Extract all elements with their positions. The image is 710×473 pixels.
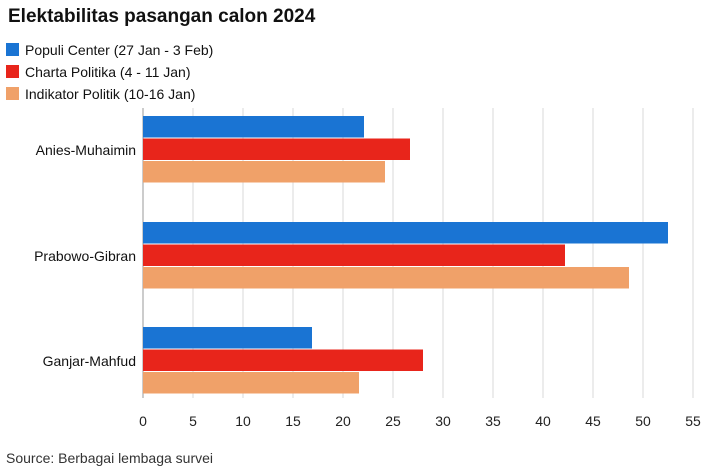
chart-title: Elektabilitas pasangan calon 2024 (8, 6, 316, 27)
x-tick-label-5: 5 (189, 413, 197, 429)
bar-ganjar-mahfud-populi-center (143, 327, 312, 349)
legend-label-charta: Charta Politika (4 - 11 Jan) (25, 63, 191, 80)
x-tick-label-10: 10 (235, 413, 251, 429)
bar-anies-muhaimin-indikator-politik (143, 161, 385, 183)
legend-item-charta: Charta Politika (4 - 11 Jan) (6, 62, 213, 81)
source-note: Source: Berbagai lembaga survei (6, 450, 214, 466)
y-category-label-ganjar-mahfud: Ganjar-Mahfud (43, 353, 136, 369)
bar-ganjar-mahfud-charta-politika (143, 349, 423, 371)
bar-anies-muhaimin-populi-center (143, 116, 364, 138)
legend-label-populi: Populi Center (27 Jan - 3 Feb) (25, 41, 214, 58)
legend-swatch-indikator (6, 87, 19, 100)
bar-ganjar-mahfud-indikator-politik (143, 372, 359, 394)
y-category-label-anies-muhaimin: Anies-Muhaimin (36, 142, 136, 158)
y-category-label-prabowo-gibran: Prabowo-Gibran (34, 248, 136, 264)
x-tick-label-55: 55 (685, 413, 701, 429)
x-tick-label-35: 35 (485, 413, 501, 429)
bar-prabowo-gibran-populi-center (143, 222, 668, 244)
legend-item-indikator: Indikator Politik (10-16 Jan) (6, 84, 213, 103)
x-tick-label-45: 45 (585, 413, 601, 429)
legend: Populi Center (27 Jan - 3 Feb) Charta Po… (6, 40, 213, 106)
x-tick-label-25: 25 (385, 413, 401, 429)
legend-swatch-charta (6, 65, 19, 78)
bar-prabowo-gibran-indikator-politik (143, 267, 629, 289)
x-tick-label-20: 20 (335, 413, 351, 429)
bar-prabowo-gibran-charta-politika (143, 244, 565, 266)
x-tick-label-0: 0 (139, 413, 147, 429)
x-tick-label-40: 40 (535, 413, 551, 429)
bar-anies-muhaimin-charta-politika (143, 138, 410, 160)
x-tick-label-15: 15 (285, 413, 301, 429)
x-tick-label-30: 30 (435, 413, 451, 429)
legend-item-populi: Populi Center (27 Jan - 3 Feb) (6, 40, 213, 59)
legend-label-indikator: Indikator Politik (10-16 Jan) (25, 85, 196, 102)
legend-swatch-populi (6, 43, 19, 56)
x-tick-label-50: 50 (635, 413, 651, 429)
